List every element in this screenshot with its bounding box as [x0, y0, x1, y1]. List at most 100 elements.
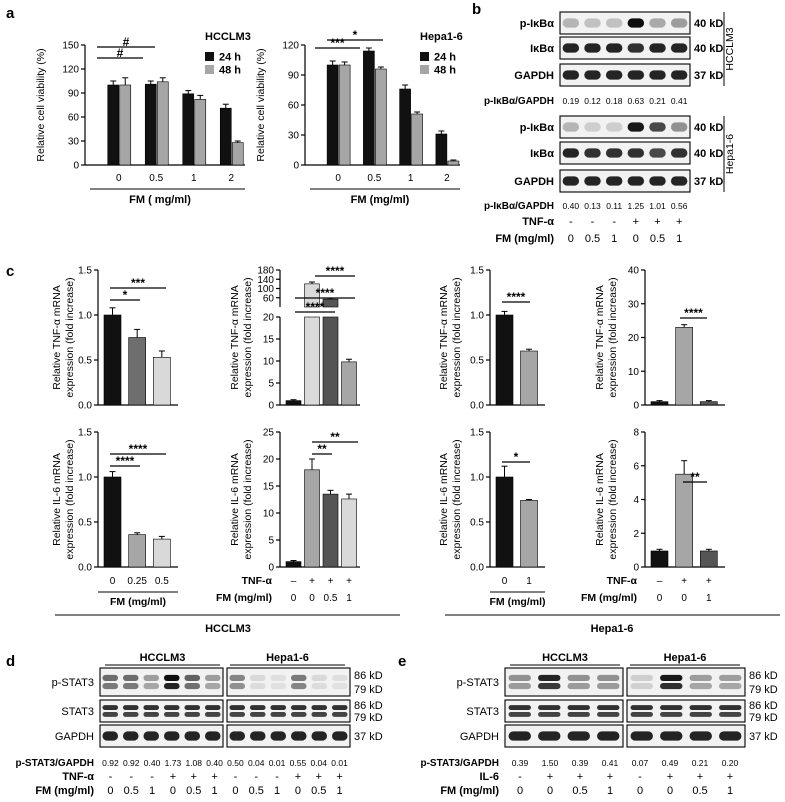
c-col4-fm-value: 1: [706, 593, 712, 604]
b-blot-0-1-band-1: [584, 43, 601, 53]
d-blot-hepa-0-band-upper-4: [311, 674, 328, 681]
d-blot-hepa-1-band-upper-4: [311, 705, 328, 710]
c7-sig-0: **: [690, 470, 700, 484]
c-col1-fm-label: FM (mg/ml): [110, 596, 166, 608]
a0-y-tick-label: 90: [68, 89, 80, 100]
b-blot-0-1-band-3: [627, 43, 645, 53]
panel-label-e: e: [398, 653, 406, 670]
c-col1-fm-tick: 0.5: [155, 576, 169, 587]
e-blot-hcclm3-1: [504, 699, 624, 723]
e-blot-hepa-0-band-lower-2: [689, 683, 712, 690]
d-blot-hepa-0-frame: [226, 667, 351, 697]
d-blot-hcclm3-1-frame: [99, 699, 224, 723]
b-kd-label: 37 kD: [694, 176, 723, 188]
b-ratio-value: 0.40: [563, 201, 580, 211]
d-ratio-value: 0.92: [102, 758, 119, 768]
c0-y-tick-label: 0.5: [78, 356, 92, 367]
c1-sig-1: ****: [316, 286, 335, 300]
d-tnf-sign: +: [336, 771, 342, 783]
d-fm-value: 0.5: [311, 785, 326, 797]
b-ratio-value: 0.63: [628, 96, 645, 106]
c3-bar-2: [700, 401, 718, 406]
c1-bar-2: [322, 298, 339, 308]
e-kd-label: 79 kD: [749, 712, 778, 724]
c1-ylabel: Relative TNF-α mRNA: [229, 285, 241, 389]
b-blot-0-1-band-2: [605, 43, 623, 53]
c1-y-tick-label: 5: [268, 379, 274, 390]
b-tnf-label: TNF-α: [522, 216, 554, 228]
c-col2-fm-value: 1: [346, 593, 352, 604]
b-row-label: GAPDH: [514, 70, 554, 82]
a0-y-tick-label: 30: [68, 137, 80, 148]
c4-ylabel2: expression (fold increase): [64, 439, 76, 559]
e-blot-hcclm3-0-frame: [504, 667, 624, 697]
c1-bar-0: [285, 400, 302, 406]
b-blot-0-0-band-5: [670, 18, 688, 28]
a0-y-tick-label: 60: [68, 113, 80, 124]
c4-bar-0: [103, 476, 122, 568]
c0-bar-1: [128, 337, 146, 406]
a0-legend-label-0: 24 h: [219, 52, 241, 64]
d-blot-hepa-0-band-lower-1: [249, 683, 266, 690]
d-blot-hcclm3-2-band-5: [204, 731, 221, 741]
c0-ylabel: Relative TNF-α mRNA: [51, 285, 63, 389]
a1-bar-1-0: [399, 88, 411, 166]
d-ratio-value: 1.73: [165, 758, 182, 768]
a1-sig-0: ***: [330, 36, 344, 50]
e-blot-hcclm3-0-band-upper-2: [567, 674, 590, 681]
e-blot-hepa-2-band-1: [660, 731, 683, 741]
c1-y-tick-label: 100: [257, 284, 274, 295]
c-col2-tnf-sign: +: [346, 576, 352, 587]
b-fm-value: 1: [611, 233, 617, 245]
d-ratio-value: 0.40: [144, 758, 161, 768]
e-il6-label: IL-6: [479, 771, 499, 783]
a1-bar-1-1: [411, 113, 423, 166]
d-blot-hcclm3-1-band-lower-1: [122, 712, 139, 717]
e-row-label: GAPDH: [460, 731, 499, 743]
c1-bar-3: [341, 361, 357, 406]
e-kd-label: 86 kD: [749, 670, 778, 682]
e-blot-hcclm3-2-frame: [504, 724, 624, 748]
c-col4-tnf-label: TNF-α: [607, 575, 638, 587]
e-blot-hepa-2-band-3: [719, 731, 742, 741]
e-blot-hcclm3-2-band-1: [538, 731, 561, 741]
d-fm-value: 0: [295, 785, 301, 797]
b-blot-1-1: [559, 141, 691, 165]
d-blot-hepa-1-band-lower-2: [270, 712, 287, 717]
b-blot-1-0-frame: [559, 115, 691, 139]
d-kd-label: 86 kD: [354, 700, 383, 712]
c7-y-tick-label: 0: [633, 563, 639, 574]
d-blot-hepa-0-band-upper-2: [270, 674, 287, 681]
c3-ylabel2: expression (fold increase): [607, 277, 619, 397]
c1-sig-0: ****: [306, 300, 325, 314]
d-blot-hcclm3-1-band-lower-5: [204, 712, 221, 717]
d-blot-hepa-1-band-upper-3: [290, 705, 307, 710]
b-blot-1-0-band-1: [584, 122, 601, 132]
c5-bar-1: [304, 469, 320, 568]
e-fm-value: 1: [727, 785, 733, 797]
c4-bar-1: [128, 534, 146, 568]
c0-bar-0: [103, 314, 122, 406]
d-blot-hcclm3-1-band-upper-3: [163, 705, 180, 710]
d-tnf-sign: +: [211, 771, 217, 783]
d-blot-hepa-2-band-1: [249, 731, 266, 741]
e-blot-hcclm3-1-band-upper-0: [508, 705, 531, 710]
e-kd-label: 79 kD: [749, 684, 778, 696]
d-ratio-value: 0.01: [269, 758, 286, 768]
c0-sig-1: ***: [131, 276, 145, 290]
a1-xlabel: FM (mg/ml): [351, 194, 410, 206]
c3-sig-0: ****: [684, 306, 703, 320]
d-blot-hcclm3-1-band-upper-0: [102, 705, 119, 710]
d-kd-label: 79 kD: [354, 712, 383, 724]
d-blot-hcclm3-0-frame: [99, 667, 224, 697]
c2-y-tick-label: 1.5: [470, 266, 484, 277]
c2-bar-1: [520, 350, 538, 406]
b-kd-label: 40 kD: [694, 122, 723, 134]
e-cell-line-hcclm3: HCCLM3: [542, 652, 588, 664]
c3-y-tick-label: 0: [633, 401, 639, 412]
c5-y-tick-label: 5: [268, 536, 274, 547]
a0-bar-1-0: [182, 93, 195, 166]
a0-bar-0.5-0: [144, 83, 157, 166]
d-tnf-sign: +: [191, 771, 197, 783]
a0-bar-2-1: [231, 142, 244, 166]
